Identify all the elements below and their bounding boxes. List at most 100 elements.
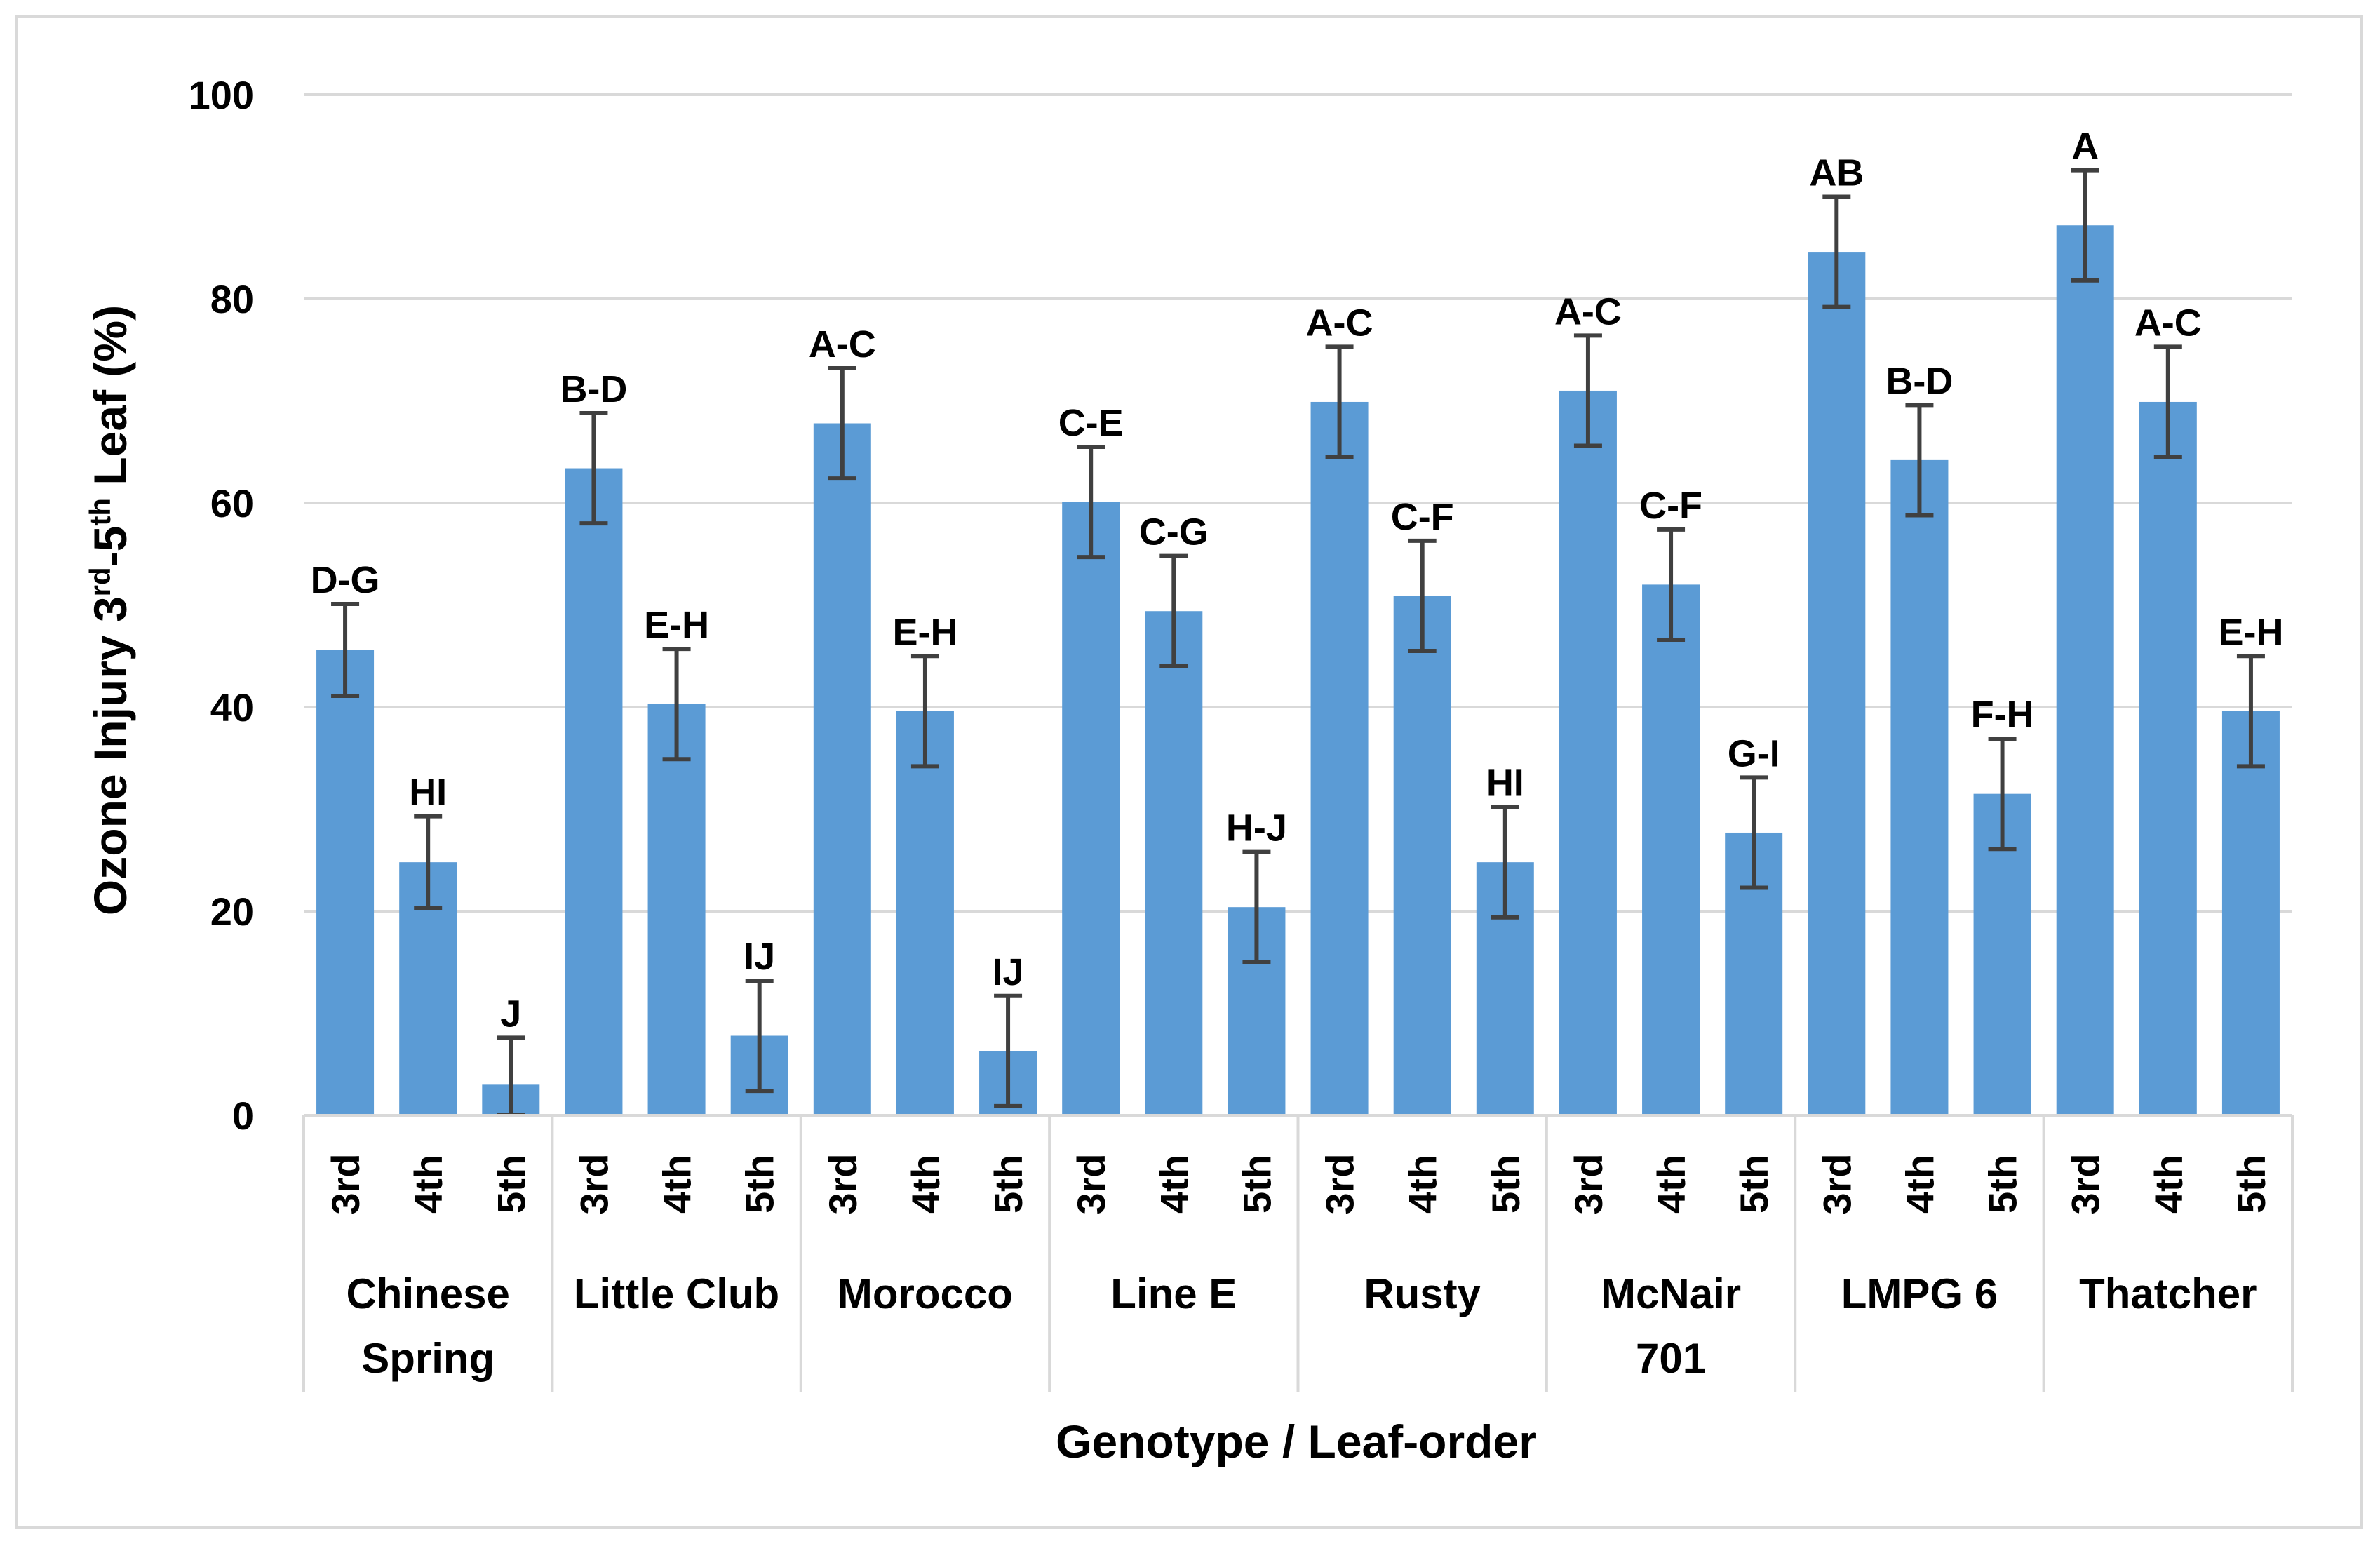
group-label: LMPG 6 (1841, 1270, 1998, 1317)
group-label: Line E (1110, 1270, 1237, 1317)
leaf-order-label: 3rd (572, 1153, 616, 1214)
group-label: Spring (361, 1335, 495, 1382)
significance-label: IJ (744, 936, 775, 978)
significance-label: HI (1486, 762, 1524, 805)
leaf-order-label: 4th (1152, 1155, 1196, 1214)
error-bar (2071, 168, 2099, 283)
leaf-order-label: 4th (406, 1155, 450, 1214)
bar (1145, 611, 1203, 1115)
error-bar (1159, 553, 1188, 668)
leaf-order-label: 4th (2146, 1155, 2191, 1214)
significance-label: A (2071, 126, 2099, 168)
leaf-order-label: 5th (1235, 1155, 1279, 1214)
y-tick-label: 60 (210, 481, 254, 525)
axes: 0 20 40 60 80 100 Chinese Spring 3rd 4th 5th Little… (189, 73, 2294, 1392)
significance-label: IJ (993, 951, 1024, 993)
bar (2139, 401, 2197, 1115)
significance-label: A-C (1554, 290, 1622, 332)
error-bar (1822, 194, 1851, 309)
significance-label: C-G (1139, 511, 1209, 553)
group-label: McNair (1601, 1270, 1741, 1317)
leaf-order-label: 3rd (1566, 1153, 1611, 1214)
error-bar (1408, 538, 1437, 653)
bar (1890, 459, 1949, 1115)
leaf-order-label: 5th (1732, 1155, 1776, 1214)
leaf-order-label: 5th (1981, 1155, 2025, 1214)
leaf-order-label: 4th (903, 1155, 948, 1214)
significance-label: J (500, 993, 521, 1035)
leaf-order-label: 4th (1649, 1155, 1693, 1214)
significance-labels: D-G HI J B-D E-H IJ A-C E-H IJ C-E C-G H-J A-C C-F HI A… (311, 126, 2284, 1035)
bar (1062, 502, 1120, 1115)
bar (1393, 596, 1451, 1115)
error-bar (1905, 403, 1934, 518)
y-tick-label: 100 (189, 73, 254, 117)
significance-label: E-H (892, 611, 957, 653)
bar (896, 711, 954, 1115)
significance-label: E-H (2218, 611, 2283, 653)
group-label: Thatcher (2079, 1270, 2257, 1317)
error-bar (579, 410, 608, 526)
bar (647, 704, 706, 1115)
leaf-order-label: 3rd (2064, 1153, 2108, 1214)
error-bar (1325, 344, 1354, 459)
bar (1642, 584, 1700, 1115)
y-tick-label: 40 (210, 685, 254, 730)
bar (1310, 401, 1369, 1115)
error-bar (1077, 444, 1105, 560)
leaf-order-label: 3rd (821, 1153, 865, 1214)
error-bar (745, 978, 774, 1094)
bar (1808, 252, 1866, 1115)
leaf-order-label: 3rd (1815, 1153, 1859, 1214)
error-bar (910, 654, 939, 769)
group-label: Chinese (346, 1270, 509, 1317)
leaf-order-label: 4th (1401, 1155, 1445, 1214)
error-bar (828, 365, 856, 481)
bar (316, 650, 375, 1115)
significance-label: C-E (1058, 402, 1124, 444)
leaf-order-label: 3rd (323, 1153, 368, 1214)
leaf-order-label: 5th (986, 1155, 1030, 1214)
significance-label: A-C (2134, 302, 2202, 344)
significance-label: A-C (809, 323, 876, 365)
y-tick-label: 20 (210, 889, 254, 934)
error-bar (2236, 654, 2265, 769)
error-bar (414, 814, 443, 910)
significance-label: B-D (1885, 360, 1953, 402)
bar (813, 423, 871, 1115)
significance-label: C-F (1391, 496, 1454, 538)
error-bar (1657, 527, 1686, 642)
group-label: Rusty (1364, 1270, 1481, 1317)
bar (2056, 225, 2114, 1115)
error-bar (2153, 344, 2182, 459)
bar (565, 468, 623, 1115)
group-label: Morocco (838, 1270, 1013, 1317)
significance-label: F-H (1971, 694, 2034, 736)
y-tick-label: 0 (232, 1094, 254, 1138)
error-bar (1740, 775, 1768, 890)
significance-label: E-H (644, 604, 709, 646)
leaf-order-label: 5th (2229, 1155, 2273, 1214)
group-label: 701 (1636, 1335, 1706, 1382)
error-bars (331, 168, 2265, 1117)
error-bar (1988, 737, 2017, 852)
bar (1559, 390, 1617, 1116)
significance-label: C-F (1639, 485, 1702, 527)
significance-label: B-D (560, 368, 627, 410)
error-bar (1573, 333, 1602, 448)
leaf-order-label: 3rd (1318, 1153, 1362, 1214)
y-axis-title: Ozone Injury 3rd-5th Leaf (%) (83, 305, 137, 915)
error-bar (662, 647, 691, 762)
y-tick-label: 80 (210, 277, 254, 321)
significance-label: G-I (1728, 732, 1780, 774)
leaf-order-label: 4th (1897, 1155, 1942, 1214)
error-bar (331, 602, 360, 698)
gridlines (304, 93, 2292, 913)
significance-label: A-C (1306, 302, 1373, 344)
leaf-order-label: 5th (1484, 1155, 1528, 1214)
error-bar (994, 993, 1023, 1108)
leaf-order-label: 5th (738, 1155, 782, 1214)
significance-label: H-J (1226, 807, 1287, 849)
significance-label: HI (409, 772, 447, 814)
